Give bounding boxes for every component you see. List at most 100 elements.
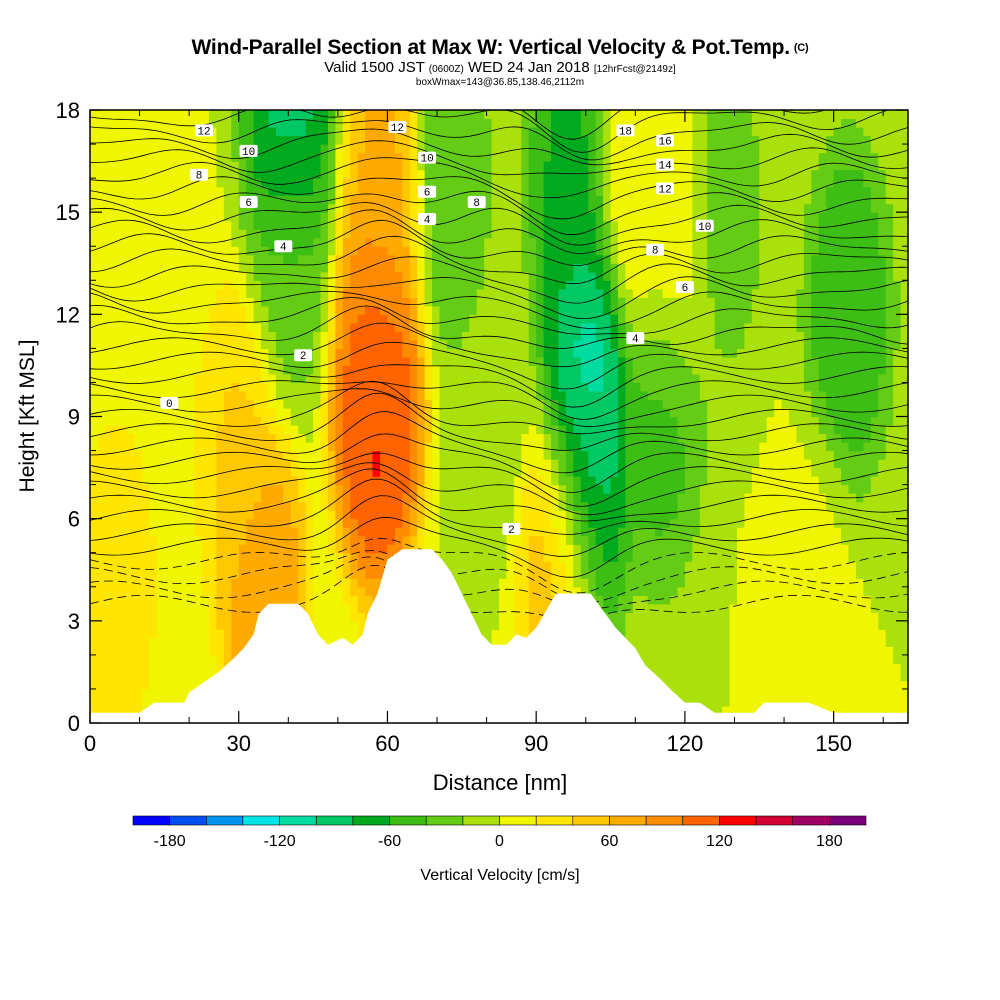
velocity-cell <box>134 442 143 452</box>
velocity-cell <box>588 135 597 145</box>
velocity-cell <box>216 578 225 588</box>
velocity-cell <box>305 271 314 281</box>
velocity-cell <box>551 161 560 171</box>
velocity-cell <box>298 339 307 349</box>
velocity-cell <box>283 178 292 188</box>
velocity-cell <box>417 110 426 120</box>
velocity-cell <box>320 510 329 520</box>
velocity-cell <box>387 339 396 349</box>
velocity-cell <box>543 135 552 145</box>
velocity-cell <box>261 527 270 537</box>
velocity-cell <box>216 390 225 401</box>
velocity-cell <box>394 305 403 315</box>
velocity-cell <box>313 178 322 188</box>
velocity-cell <box>238 535 247 545</box>
velocity-cell <box>231 459 240 469</box>
velocity-cell <box>387 484 396 494</box>
velocity-cell <box>387 373 396 384</box>
velocity-cell <box>342 144 351 154</box>
velocity-cell <box>491 331 500 341</box>
velocity-cell <box>305 501 314 511</box>
velocity-cell <box>521 322 530 332</box>
velocity-cell <box>119 348 128 358</box>
velocity-cell <box>305 595 314 605</box>
velocity-cell <box>454 271 463 281</box>
velocity-cell <box>461 382 470 392</box>
velocity-cell <box>253 127 262 137</box>
velocity-cell <box>320 552 329 562</box>
velocity-cell <box>186 365 195 375</box>
velocity-cell <box>342 322 351 332</box>
velocity-cell <box>372 425 381 435</box>
velocity-cell <box>350 203 359 213</box>
velocity-cell <box>551 535 560 545</box>
velocity-cell <box>365 356 374 367</box>
velocity-cell <box>335 339 344 349</box>
velocity-cell <box>253 442 262 452</box>
velocity-cell <box>171 612 180 622</box>
velocity-cell <box>350 110 359 120</box>
velocity-cell <box>149 263 158 273</box>
velocity-cell <box>194 212 203 222</box>
velocity-cell <box>402 407 411 418</box>
velocity-cell <box>543 390 552 401</box>
velocity-cell <box>134 305 143 315</box>
velocity-cell <box>238 510 247 520</box>
velocity-cell <box>201 382 210 392</box>
velocity-cell <box>432 144 441 154</box>
velocity-cell <box>179 280 188 290</box>
velocity-cell <box>194 544 203 554</box>
velocity-cell <box>580 348 589 358</box>
velocity-cell <box>513 135 522 145</box>
velocity-cell <box>149 544 158 554</box>
velocity-cell <box>424 203 433 213</box>
velocity-cell <box>275 178 284 188</box>
velocity-cell <box>543 246 552 256</box>
velocity-cell <box>536 459 545 469</box>
velocity-cell <box>536 322 545 332</box>
velocity-cell <box>186 212 195 222</box>
velocity-cell <box>394 356 403 367</box>
velocity-cell <box>97 527 106 537</box>
velocity-cell <box>588 501 597 511</box>
velocity-cell <box>595 459 604 469</box>
velocity-cell <box>156 297 165 307</box>
velocity-cell <box>268 365 277 375</box>
velocity-cell <box>409 467 418 477</box>
velocity-cell <box>201 561 210 571</box>
velocity-cell <box>499 297 508 307</box>
velocity-cell <box>186 552 195 562</box>
velocity-cell <box>90 705 99 716</box>
velocity-cell <box>201 459 210 469</box>
velocity-cell <box>216 186 225 196</box>
velocity-cell <box>595 467 604 477</box>
velocity-cell <box>357 467 366 477</box>
velocity-cell <box>208 518 218 528</box>
velocity-cell <box>216 373 225 384</box>
velocity-cell <box>164 127 173 137</box>
velocity-cell <box>179 356 188 367</box>
velocity-cell <box>528 110 537 120</box>
velocity-cell <box>402 476 411 486</box>
velocity-cell <box>298 254 307 264</box>
velocity-cell <box>149 203 158 213</box>
velocity-cell <box>350 390 359 401</box>
velocity-cell <box>327 535 336 545</box>
velocity-cell <box>149 586 158 596</box>
velocity-cell <box>327 373 336 384</box>
velocity-cell <box>298 476 307 486</box>
velocity-cell <box>521 203 530 213</box>
velocity-cell <box>588 220 597 230</box>
velocity-cell <box>134 118 143 128</box>
velocity-cell <box>513 390 522 401</box>
velocity-cell <box>246 246 255 256</box>
velocity-cell <box>208 459 218 469</box>
velocity-cell <box>380 271 389 281</box>
velocity-cell <box>112 561 121 571</box>
velocity-cell <box>305 331 314 341</box>
velocity-cell <box>454 280 463 290</box>
velocity-cell <box>476 212 485 222</box>
velocity-cell <box>298 544 307 554</box>
velocity-cell <box>446 407 455 418</box>
velocity-cell <box>171 212 180 222</box>
